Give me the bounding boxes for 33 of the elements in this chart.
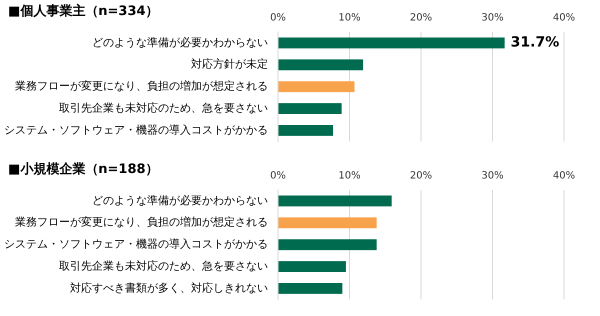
x-tick-label: 10%	[338, 170, 361, 182]
bar	[278, 282, 342, 294]
y-tick-label: 業務フローが変更になり、負担の増加が想定される	[15, 80, 268, 93]
bar	[278, 217, 377, 228]
y-tick-label: システム・ソフトウェア・機器の導入コストがかかる	[4, 238, 268, 251]
bar	[278, 124, 334, 136]
data-label: 31.7%	[510, 34, 560, 51]
y-tick-label: 対応すべき書類が多く、対応しきれない	[70, 281, 268, 294]
bar	[278, 195, 392, 206]
x-tick-label: 20%	[410, 170, 432, 182]
bar	[278, 81, 355, 92]
bar	[278, 261, 346, 272]
x-tick-label: 40%	[552, 12, 576, 24]
text: ■個人事業主（n=334）	[8, 2, 159, 20]
y-tick-label: 対応方針が未定	[191, 58, 268, 71]
bar	[278, 37, 505, 48]
x-tick-label: 0%	[270, 170, 286, 182]
x-tick-label: 30%	[481, 170, 504, 182]
x-tick-label: 10%	[338, 12, 361, 24]
y-tick-label: 取引先企業も未対応のため、急を要さない	[59, 101, 268, 114]
bar	[278, 103, 342, 114]
x-tick-label: 20%	[410, 12, 432, 24]
bar	[278, 59, 364, 70]
bar	[278, 239, 377, 250]
y-tick-label: システム・ソフトウェア・機器の導入コストがかかる	[4, 123, 268, 136]
text: ■小規模企業（n=188）	[8, 161, 159, 178]
x-tick-label: 30%	[481, 12, 504, 24]
y-tick-label: どのような準備が必要かわからない	[92, 194, 268, 207]
y-tick-label: 業務フローが変更になり、負担の増加が想定される	[15, 216, 268, 229]
y-tick-label: 取引先企業も未対応のため、急を要さない	[59, 259, 268, 272]
x-tick-label: 40%	[552, 170, 576, 182]
x-tick-label: 0%	[270, 12, 286, 24]
y-tick-label: どのような準備が必要かわからない	[92, 36, 268, 49]
